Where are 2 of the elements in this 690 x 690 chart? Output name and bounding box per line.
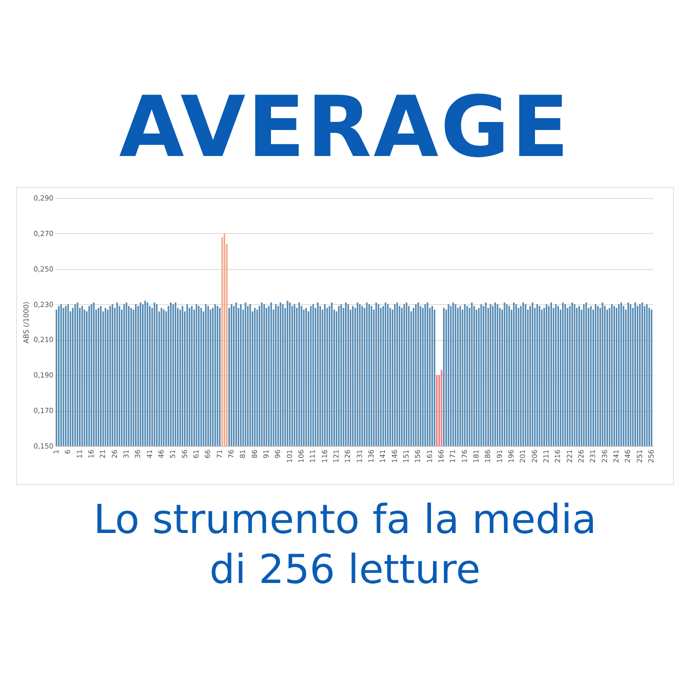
chart-title: AVERAGE [118, 78, 572, 176]
text: Lo strumento fa la media di 256 letture [92, 496, 598, 595]
